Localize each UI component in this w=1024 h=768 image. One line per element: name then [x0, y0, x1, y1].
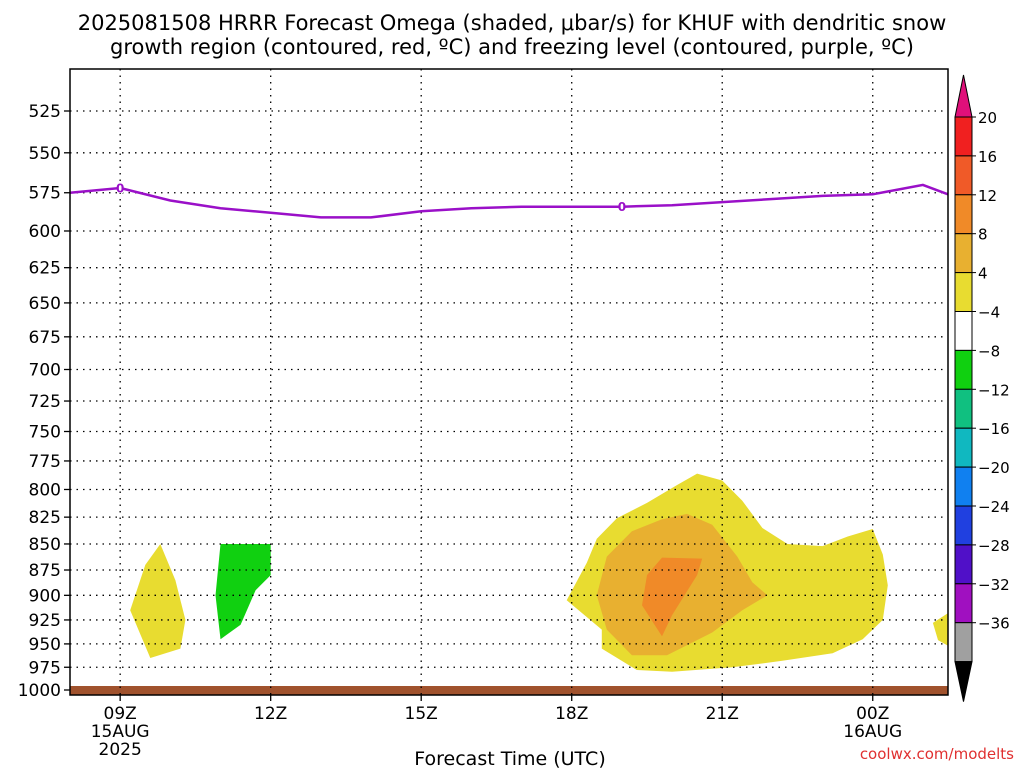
omega-region-5: [932, 613, 948, 646]
x-tick-date-00Z: 16AUG: [843, 722, 902, 742]
x-tick-label-15Z: 15Z: [405, 704, 438, 724]
y-tick-label-725: 725: [29, 392, 61, 412]
y-tick-label-600: 600: [29, 222, 61, 242]
colorbar-band-11: [954, 544, 973, 585]
x-tick-label-09Z: 09Z: [104, 704, 137, 724]
colorbar-label-2: 12: [978, 187, 997, 205]
y-tick-label-675: 675: [29, 328, 61, 348]
freezing-level-line: [69, 183, 949, 219]
colorbar-band-0: [954, 116, 973, 157]
y-tick-label-625: 625: [29, 259, 61, 279]
colorbar: 20 16 12 8 4 −4 −8 −12 −16 −20 −24 −28 −32 −36: [954, 74, 1010, 702]
credit-text: coolwx.com/modelts: [860, 745, 1014, 763]
colorbar-band-9: [954, 466, 973, 507]
omega-region-0: [130, 544, 186, 658]
x-tick-year-09Z: 2025: [99, 740, 142, 760]
freezing-level-label-0: 0: [116, 182, 124, 196]
colorbar-label-4: 4: [978, 265, 988, 283]
x-tick-label-18Z: 18Z: [555, 704, 588, 724]
y-axis: 525 550 575 600 625 650 675 700 725 750 775 800 825 8…: [18, 102, 70, 701]
omega-shading: [130, 473, 948, 672]
y-tick-label-775: 775: [29, 452, 61, 472]
colorbar-bottom-arrow: [954, 661, 973, 702]
freezing-level-contour: 00: [69, 182, 949, 219]
y-tick-label-700: 700: [29, 361, 61, 381]
y-tick-label-825: 825: [29, 508, 61, 528]
colorbar-label-3: 8: [978, 226, 988, 244]
colorbar-band-2: [954, 194, 973, 235]
freezing-level-label-bg-0: [117, 183, 124, 194]
colorbar-band-10: [954, 505, 973, 546]
terrain-strip: [70, 686, 948, 695]
chart-title-line-2: growth region (contoured, red, ºC) and f…: [110, 35, 914, 59]
y-tick-label-975: 975: [29, 658, 61, 678]
colorbar-label-9: −20: [978, 459, 1010, 477]
y-tick-label-875: 875: [29, 561, 61, 581]
y-tick-label-1000: 1000: [18, 681, 61, 701]
y-tick-label-575: 575: [29, 184, 61, 204]
colorbar-label-7: −12: [978, 381, 1010, 399]
y-tick-label-950: 950: [29, 635, 61, 655]
x-axis-title: Forecast Time (UTC): [414, 748, 605, 768]
y-tick-label-650: 650: [29, 294, 61, 314]
y-tick-label-750: 750: [29, 422, 61, 442]
colorbar-label-5: −4: [978, 304, 1000, 322]
y-tick-label-900: 900: [29, 586, 61, 606]
colorbar-label-11: −28: [978, 537, 1010, 555]
colorbar-label-8: −16: [978, 420, 1010, 438]
x-tick-label-00Z: 00Z: [856, 704, 889, 724]
colorbar-band-7: [954, 388, 973, 429]
colorbar-band-3: [954, 233, 973, 274]
x-tick-label-12Z: 12Z: [254, 704, 287, 724]
colorbar-top-arrow: [954, 74, 973, 118]
colorbar-band-4: [954, 272, 973, 313]
omega-region-1: [215, 544, 271, 640]
plot-frame: [69, 68, 949, 696]
colorbar-label-12: −32: [978, 576, 1010, 594]
y-tick-label-525: 525: [29, 102, 61, 122]
colorbar-band-13: [954, 622, 973, 663]
omega-region-4: [642, 557, 703, 637]
colorbar-band-8: [954, 427, 973, 468]
plot-area: 00: [69, 68, 949, 696]
colorbar-band-1: [954, 155, 973, 196]
colorbar-label-0: 20: [978, 109, 997, 127]
x-tick-date-09Z: 15AUG: [91, 722, 150, 742]
colorbar-band-5: [954, 311, 973, 351]
grid-lines: [70, 69, 948, 695]
chart-title-line-1: 2025081508 HRRR Forecast Omega (shaded, …: [78, 11, 947, 35]
freezing-level-label-bg-1: [618, 201, 625, 212]
x-tick-label-21Z: 21Z: [706, 704, 739, 724]
y-tick-label-800: 800: [29, 480, 61, 500]
colorbar-band-12: [954, 583, 973, 624]
colorbar-label-6: −8: [978, 342, 1000, 360]
y-tick-label-925: 925: [29, 611, 61, 631]
colorbar-label-13: −36: [978, 615, 1010, 633]
terrain-layer: [70, 686, 948, 695]
colorbar-label-10: −24: [978, 498, 1010, 516]
colorbar-label-1: 16: [978, 148, 997, 166]
freezing-level-label-1: 0: [618, 200, 626, 214]
y-tick-label-850: 850: [29, 535, 61, 555]
y-tick-label-550: 550: [29, 144, 61, 164]
colorbar-band-6: [954, 349, 973, 390]
